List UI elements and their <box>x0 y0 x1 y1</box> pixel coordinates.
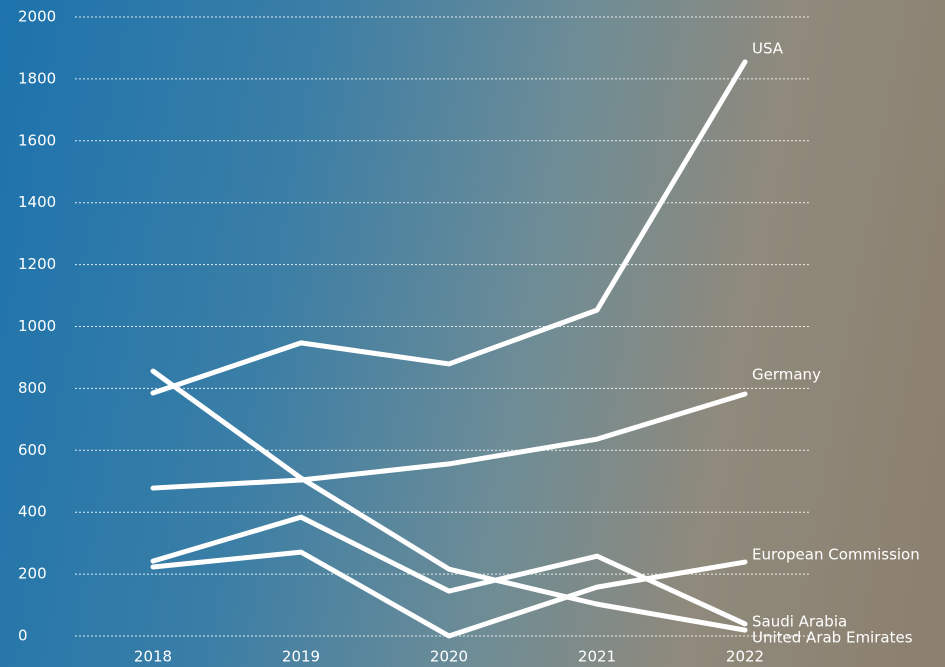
y-tick-label: 0 <box>18 627 28 645</box>
y-tick-label: 2000 <box>18 8 56 26</box>
series-line <box>150 59 748 396</box>
y-tick-label: 1800 <box>18 69 56 87</box>
y-tick-label: 200 <box>18 565 47 583</box>
series-line <box>150 368 748 633</box>
y-tick-label: 1400 <box>18 193 56 211</box>
series-label: United Arab Emirates <box>752 629 913 647</box>
series-label: European Commission <box>752 546 920 564</box>
y-tick-label: 400 <box>18 503 47 521</box>
series-line <box>150 514 748 627</box>
y-tick-label: 1000 <box>18 317 56 335</box>
x-tick-label: 2020 <box>430 648 468 666</box>
series-label: Germany <box>752 365 821 383</box>
series-line <box>150 391 748 491</box>
y-tick-label: 1200 <box>18 255 56 273</box>
y-tick-label: 600 <box>18 441 47 459</box>
series-label: USA <box>752 39 784 57</box>
x-tick-label: 2019 <box>282 648 320 666</box>
series-label: Saudi Arabia <box>752 612 847 630</box>
x-tick-label: 2021 <box>578 648 616 666</box>
y-tick-label: 1600 <box>18 131 56 149</box>
y-tick-label: 800 <box>18 379 47 397</box>
x-tick-label: 2018 <box>134 648 172 666</box>
series-line <box>150 549 748 639</box>
x-tick-label: 2022 <box>726 648 764 666</box>
